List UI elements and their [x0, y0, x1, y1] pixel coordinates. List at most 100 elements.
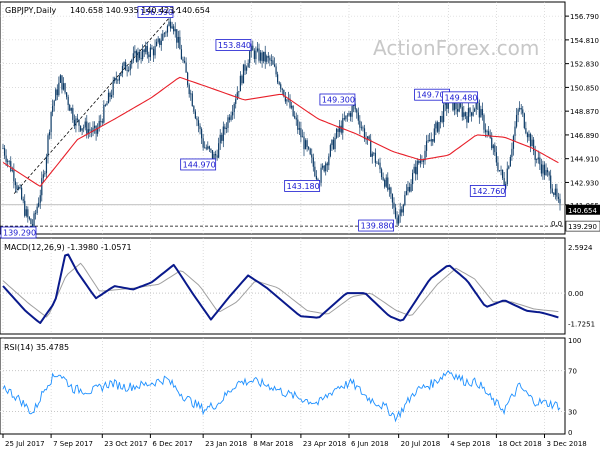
- candle-body: [322, 165, 324, 168]
- candle-body: [28, 217, 30, 219]
- candle-body: [168, 21, 170, 26]
- candle-body: [495, 152, 497, 163]
- candle-body: [500, 169, 502, 171]
- candle-body: [320, 167, 322, 183]
- candle-body: [438, 122, 440, 132]
- rsi-y-tick-label: 70: [568, 368, 577, 376]
- rsi-series: [2, 370, 561, 423]
- price-label: 149.480: [444, 93, 477, 102]
- candle-body: [391, 193, 394, 203]
- candle-body: [152, 49, 155, 56]
- candle-body: [529, 133, 532, 147]
- candle-body: [430, 139, 432, 142]
- candle-body: [190, 93, 192, 95]
- candle-body: [472, 111, 474, 116]
- price-label: 144.970: [183, 160, 216, 169]
- candle-body: [225, 127, 228, 130]
- candle-body: [107, 92, 110, 104]
- candle-body: [536, 159, 538, 161]
- candle-body: [58, 82, 60, 96]
- candle-body: [357, 112, 359, 121]
- macd-label: MACD(12,26,9) -1.3980 -1.0571: [4, 243, 132, 252]
- candle-body: [458, 103, 460, 112]
- y-tick-label: 150.850: [570, 84, 599, 92]
- candle-body: [114, 78, 116, 82]
- candle-body: [255, 50, 257, 60]
- price-label-box: [0, 226, 37, 239]
- candle-body: [86, 121, 88, 134]
- candle-body: [120, 73, 122, 76]
- current-price-label: 140.654: [568, 207, 597, 215]
- candle-body: [367, 136, 369, 139]
- candle-body: [93, 125, 96, 128]
- candle-body: [84, 121, 86, 128]
- candle-body: [221, 134, 223, 141]
- trendline: [13, 6, 180, 194]
- candle-body: [345, 115, 347, 120]
- candle-body: [365, 138, 367, 140]
- candle-body: [543, 164, 546, 176]
- rsi-y-tick-label: 30: [568, 409, 577, 417]
- candle-body: [339, 125, 341, 132]
- candle-body: [228, 117, 231, 120]
- price-label: 149.700: [417, 91, 450, 100]
- rsi-y-tick-label: 0: [568, 429, 572, 437]
- candle-body: [290, 105, 293, 108]
- candle-body: [138, 51, 141, 58]
- x-tick-label: 25 Jul 2017: [5, 440, 45, 448]
- candle-body: [204, 147, 206, 149]
- candle-body: [551, 188, 553, 193]
- candle-body: [343, 118, 345, 120]
- candle-body: [433, 128, 435, 142]
- candle-body: [146, 46, 148, 55]
- candle-body: [78, 119, 80, 126]
- candle-body: [443, 105, 445, 122]
- candle-body: [174, 29, 176, 32]
- candle-body: [444, 102, 446, 106]
- candle-body: [413, 166, 415, 174]
- candle-body: [424, 150, 426, 161]
- x-tick-label: 6 Dec 2017: [152, 440, 192, 448]
- price-label: 153.840: [218, 41, 251, 50]
- candle-body: [359, 120, 361, 128]
- candle-body: [422, 160, 425, 162]
- candle-body: [412, 173, 414, 185]
- candle-body: [81, 128, 83, 131]
- macd-y-tick-label: 2.5924: [568, 244, 593, 252]
- price-panel-frame: [0, 1, 566, 235]
- candle-body: [512, 135, 515, 149]
- candle-body: [446, 102, 448, 109]
- candle-body: [309, 148, 311, 155]
- candle-body: [388, 187, 390, 190]
- candle-body: [425, 141, 428, 151]
- candle-body: [297, 119, 299, 130]
- candle-body: [520, 108, 522, 110]
- candle-body: [211, 150, 214, 159]
- candle-body: [256, 48, 259, 51]
- candle-body: [193, 106, 195, 112]
- candle-body: [253, 50, 255, 60]
- candle-body: [511, 148, 513, 157]
- price-label: 149.300: [322, 96, 355, 105]
- candle-body: [419, 160, 421, 164]
- candle-body: [331, 139, 333, 146]
- current-price-box: [566, 204, 600, 215]
- candle-body: [128, 70, 130, 71]
- candle-body: [418, 160, 420, 164]
- candle-body: [554, 188, 556, 195]
- candle-body: [30, 218, 32, 225]
- candle-body: [542, 164, 544, 174]
- candle-body: [272, 60, 274, 65]
- candle-body: [62, 83, 65, 90]
- candle-body: [474, 109, 476, 112]
- candle-body: [470, 112, 473, 116]
- candle-body: [159, 38, 161, 45]
- candle-body: [399, 209, 401, 216]
- candle-body: [356, 109, 358, 113]
- candle-body: [214, 153, 217, 156]
- candle-body: [76, 118, 79, 120]
- candle-body: [196, 118, 198, 121]
- candle-body: [298, 128, 300, 130]
- candle-body: [249, 51, 251, 63]
